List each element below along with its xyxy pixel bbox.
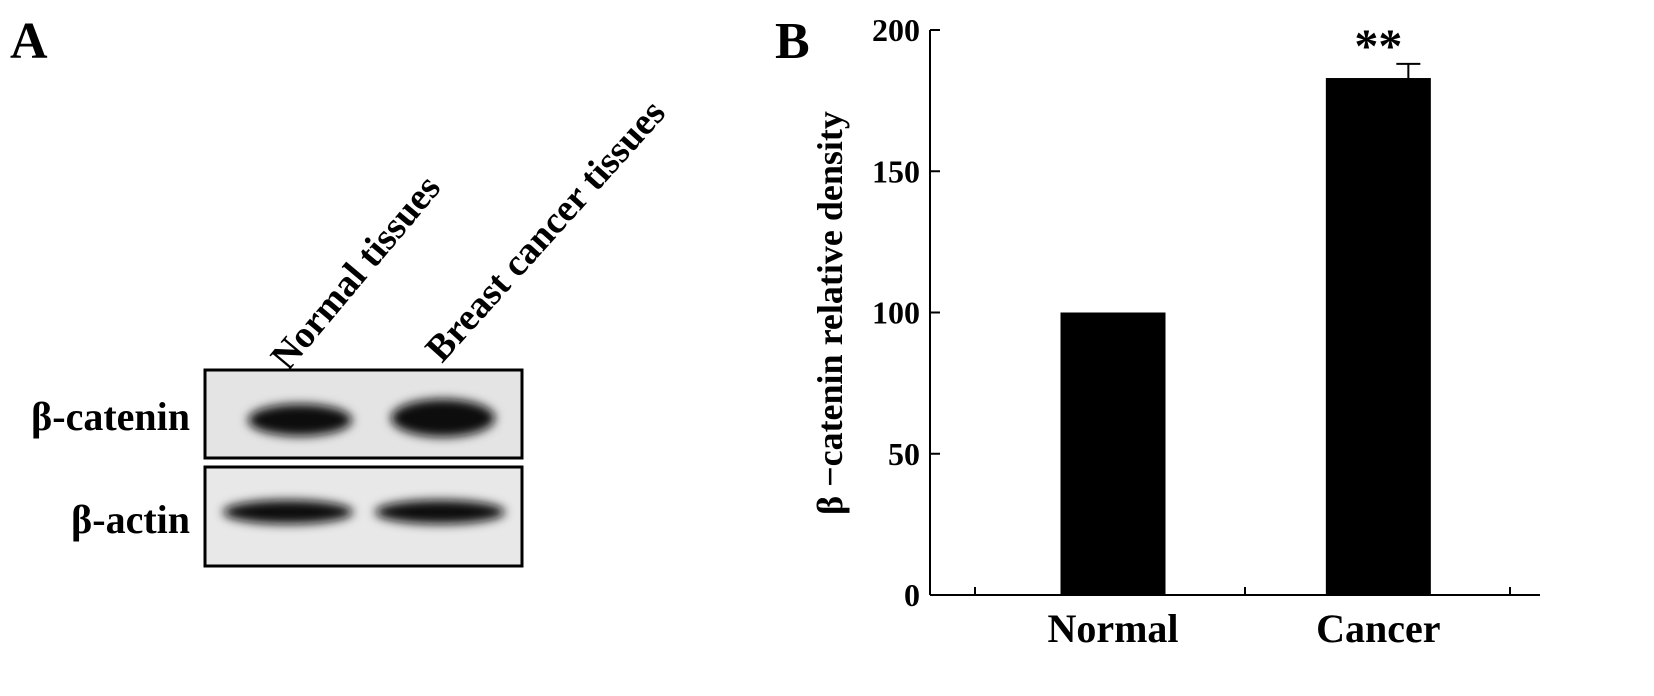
- error-bar: [1396, 62, 1421, 79]
- blot-band: [375, 500, 505, 524]
- y-tick-label: 100: [872, 295, 920, 331]
- x-tick-label: Cancer: [1316, 606, 1440, 651]
- panel-label: B: [775, 13, 810, 70]
- blot-band: [223, 500, 353, 524]
- panel-label: A: [10, 13, 48, 70]
- bar: [1060, 312, 1166, 595]
- bar: [1325, 78, 1431, 595]
- row-label: β-catenin: [31, 394, 190, 439]
- y-tick-label: 150: [872, 153, 920, 189]
- y-tick-label: 0: [904, 577, 920, 613]
- lane-label: Breast cancer tissues: [417, 92, 673, 370]
- y-tick-label: 200: [872, 12, 920, 48]
- y-axis-label: β −catenin relative density: [810, 111, 850, 515]
- row-label: β-actin: [71, 497, 190, 542]
- significance-label: **: [1354, 20, 1402, 73]
- y-tick-label: 50: [888, 436, 920, 472]
- blot-band: [248, 404, 352, 436]
- blot-band: [391, 399, 495, 437]
- x-tick-label: Normal: [1047, 606, 1178, 651]
